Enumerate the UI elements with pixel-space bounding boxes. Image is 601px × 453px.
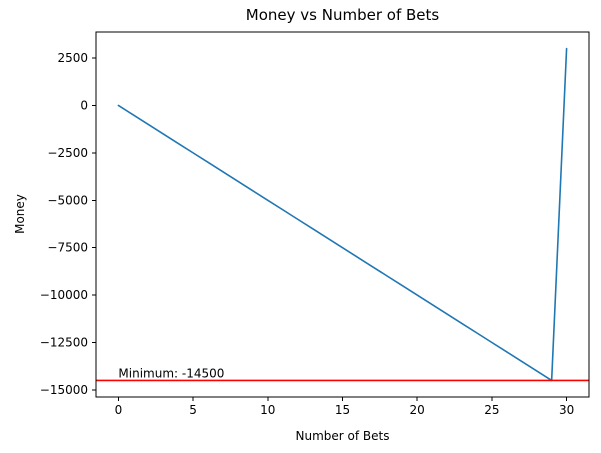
x-axis-label: Number of Bets	[295, 429, 390, 443]
y-tick-label: −12500	[40, 335, 88, 349]
chart-title: Money vs Number of Bets	[245, 6, 440, 24]
money-line	[117, 47, 568, 382]
x-tick-label: 20	[410, 403, 425, 417]
minimum-annotation: Minimum: -14500	[118, 366, 224, 380]
y-tick-label: −7500	[47, 241, 88, 255]
y-tick-label: −2500	[47, 146, 88, 160]
y-tick-label: −10000	[40, 288, 88, 302]
y-axis-label: Money	[13, 194, 27, 234]
y-tick-label: −15000	[40, 383, 88, 397]
y-tick-label: −5000	[47, 193, 88, 207]
x-tick-label: 0	[115, 403, 123, 417]
x-tick-label: 10	[260, 403, 275, 417]
x-tick-label: 30	[559, 403, 574, 417]
x-tick-label: 25	[484, 403, 499, 417]
y-tick-label: 0	[80, 98, 88, 112]
x-tick-label: 5	[189, 403, 197, 417]
y-tick-label: 2500	[57, 51, 88, 65]
x-tick-label: 15	[335, 403, 350, 417]
plot-background	[96, 32, 589, 397]
